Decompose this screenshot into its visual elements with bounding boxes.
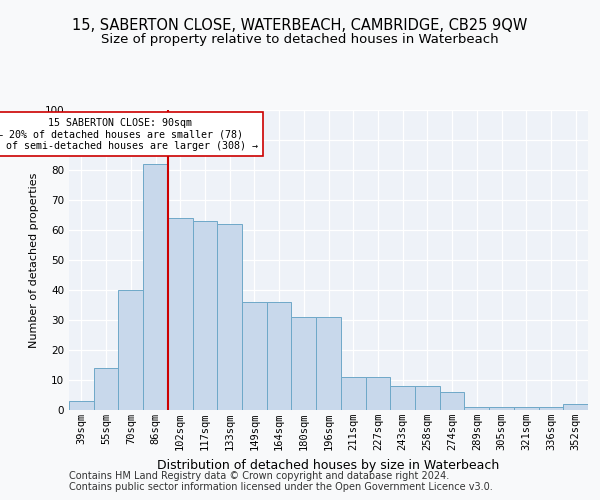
Text: Size of property relative to detached houses in Waterbeach: Size of property relative to detached ho… [101, 32, 499, 46]
Text: 15 SABERTON CLOSE: 90sqm
← 20% of detached houses are smaller (78)
79% of semi-d: 15 SABERTON CLOSE: 90sqm ← 20% of detach… [0, 118, 257, 150]
Bar [365, 377, 390, 410]
Text: Contains HM Land Registry data © Crown copyright and database right 2024.: Contains HM Land Registry data © Crown c… [69, 471, 449, 481]
Bar [489, 407, 514, 410]
Text: Contains public sector information licensed under the Open Government Licence v3: Contains public sector information licen… [69, 482, 493, 492]
Bar [193, 221, 217, 410]
Bar [440, 392, 464, 410]
Bar [242, 302, 267, 410]
Bar [316, 317, 341, 410]
Bar [341, 377, 365, 410]
Bar [390, 386, 415, 410]
Bar [514, 407, 539, 410]
Bar [118, 290, 143, 410]
Bar [143, 164, 168, 410]
Bar [69, 401, 94, 410]
Bar [292, 317, 316, 410]
Y-axis label: Number of detached properties: Number of detached properties [29, 172, 39, 348]
Bar [539, 407, 563, 410]
Bar [168, 218, 193, 410]
X-axis label: Distribution of detached houses by size in Waterbeach: Distribution of detached houses by size … [157, 458, 500, 471]
Bar [94, 368, 118, 410]
Bar [217, 224, 242, 410]
Bar [415, 386, 440, 410]
Bar [267, 302, 292, 410]
Text: 15, SABERTON CLOSE, WATERBEACH, CAMBRIDGE, CB25 9QW: 15, SABERTON CLOSE, WATERBEACH, CAMBRIDG… [73, 18, 527, 32]
Bar [464, 407, 489, 410]
Bar [563, 404, 588, 410]
